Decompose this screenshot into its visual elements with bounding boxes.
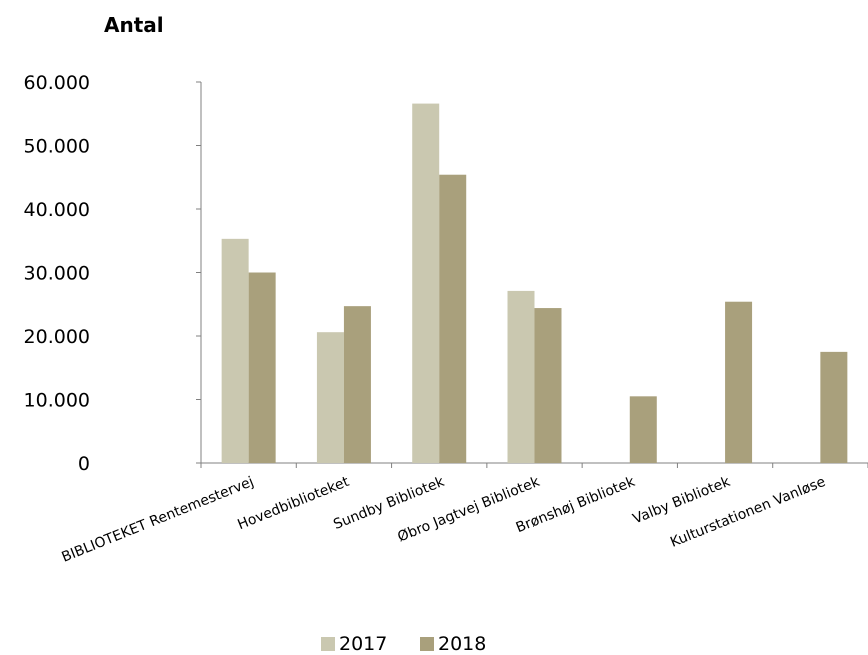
- legend: 2017 2018: [0, 633, 868, 655]
- y-tick-label: 50.000: [24, 136, 90, 158]
- legend-label-2018: 2018: [438, 633, 487, 655]
- legend-label-2017: 2017: [339, 633, 388, 655]
- x-tick-label: BIBLIOTEKET Rentemestervej: [60, 474, 257, 566]
- bar-2018: [629, 396, 657, 463]
- bar-2018: [725, 301, 753, 463]
- y-tick-label: 20.000: [24, 326, 90, 348]
- y-tick-label: 30.000: [24, 263, 90, 285]
- legend-swatch-2018: [420, 637, 434, 651]
- y-tick-label: 60.000: [24, 72, 90, 94]
- bar-2018: [820, 351, 848, 463]
- bar-2017: [507, 290, 535, 463]
- bar-2018: [343, 306, 371, 463]
- bar-2018: [248, 272, 276, 463]
- y-tick-label: 40.000: [24, 199, 90, 221]
- bar-2017: [316, 332, 344, 463]
- bar-2018: [534, 308, 562, 463]
- y-axis-title: Antal: [104, 13, 164, 37]
- y-tick-label: 0: [78, 453, 90, 475]
- legend-item-2017: 2017: [321, 633, 387, 655]
- bar-2017: [412, 103, 440, 463]
- bar-2017: [221, 238, 249, 463]
- bar-2018: [439, 174, 467, 463]
- legend-item-2018: 2018: [420, 633, 486, 655]
- legend-swatch-2017: [321, 637, 335, 651]
- x-tick-label: Kulturstationen Vanløse: [668, 474, 828, 551]
- y-tick-label: 10.000: [24, 390, 90, 412]
